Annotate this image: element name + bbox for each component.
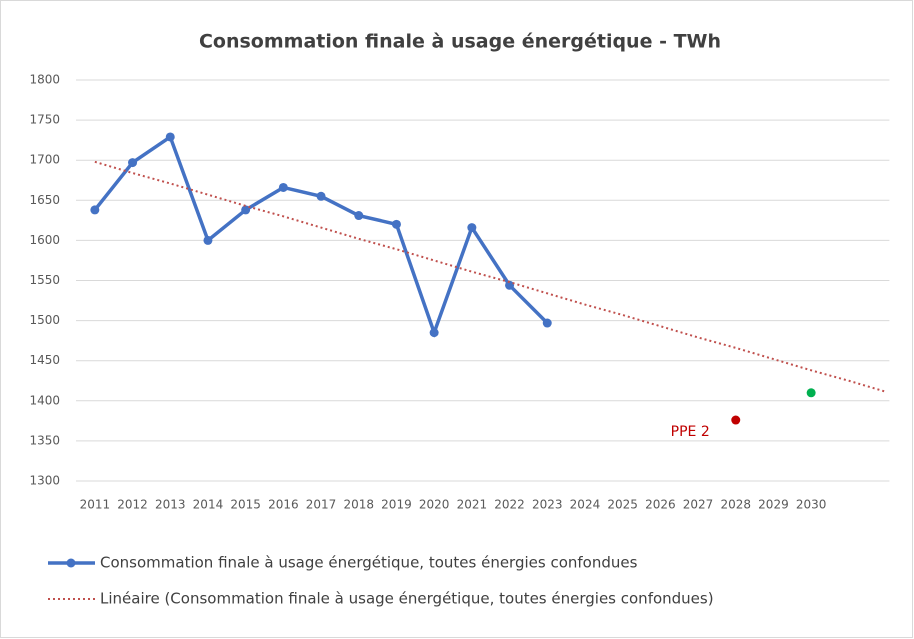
x-tick-label: 2018 xyxy=(343,498,374,512)
x-tick-label: 2024 xyxy=(570,498,601,512)
x-tick-label: 2015 xyxy=(230,498,261,512)
point xyxy=(505,280,515,290)
legend-label: Consommation finale à usage énergétique,… xyxy=(100,554,638,572)
point xyxy=(429,328,439,338)
y-tick-label: 1600 xyxy=(29,233,60,247)
x-tick-label: 2020 xyxy=(419,498,450,512)
point-marker xyxy=(806,388,816,398)
x-tick-label: 2013 xyxy=(155,498,186,512)
point xyxy=(278,182,288,192)
point xyxy=(241,205,251,215)
x-tick-label: 2017 xyxy=(306,498,337,512)
point-marker xyxy=(731,415,741,425)
x-tick-label: 2028 xyxy=(720,498,751,512)
x-tick-label: 2019 xyxy=(381,498,412,512)
y-tick-label: 1650 xyxy=(29,193,60,207)
x-tick-label: 2027 xyxy=(683,498,714,512)
x-tick-label: 2016 xyxy=(268,498,299,512)
point xyxy=(467,223,477,233)
legend-label: Linéaire (Consommation finale à usage én… xyxy=(100,590,714,608)
point xyxy=(391,219,401,229)
point xyxy=(203,235,213,245)
x-tick-label: 2025 xyxy=(607,498,638,512)
x-tick-label: 2026 xyxy=(645,498,676,512)
y-tick-label: 1350 xyxy=(29,433,60,447)
x-tick-label: 2023 xyxy=(532,498,563,512)
x-tick-label: 2030 xyxy=(796,498,827,512)
point xyxy=(128,158,138,168)
point xyxy=(90,205,100,215)
y-tick-label: 1800 xyxy=(29,73,60,87)
x-tick-label: 2021 xyxy=(457,498,488,512)
y-tick-label: 1450 xyxy=(29,353,60,367)
annotation: PPE 2 xyxy=(671,424,710,440)
x-tick-label: 2012 xyxy=(117,498,148,512)
point xyxy=(316,191,326,201)
y-tick-label: 1500 xyxy=(29,313,60,327)
legend-marker xyxy=(66,558,76,568)
y-tick-label: 1400 xyxy=(29,393,60,407)
point xyxy=(542,318,552,328)
x-tick-label: 2011 xyxy=(80,498,111,512)
point xyxy=(354,211,364,221)
y-tick-label: 1750 xyxy=(29,113,60,127)
y-tick-label: 1300 xyxy=(29,474,60,488)
y-tick-label: 1550 xyxy=(29,273,60,287)
point xyxy=(165,132,175,142)
y-tick-label: 1700 xyxy=(29,153,60,167)
x-tick-label: 2022 xyxy=(494,498,525,512)
x-tick-label: 2029 xyxy=(758,498,789,512)
x-tick-label: 2014 xyxy=(193,498,224,512)
chart-title: Consommation finale à usage énergétique … xyxy=(199,31,721,53)
